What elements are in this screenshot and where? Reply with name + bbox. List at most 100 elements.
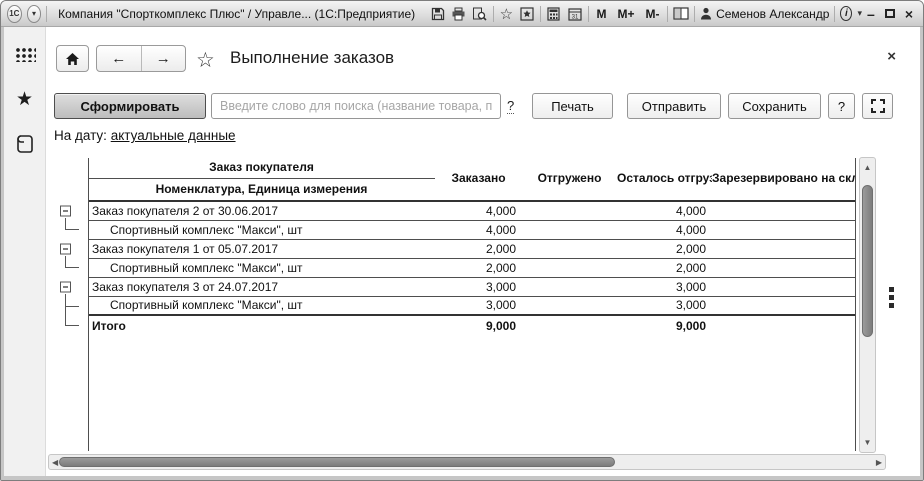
horizontal-scrollbar-thumb[interactable] [59,457,615,467]
print-icon[interactable] [451,5,467,23]
table-row-group[interactable]: Заказ покупателя 2 от 30.06.2017 4,000 4… [55,201,856,221]
info-icon[interactable]: i [840,6,853,21]
cell-order-name[interactable]: Заказ покупателя 2 от 30.06.2017 [88,201,435,221]
calculator-icon[interactable] [546,5,562,23]
cell-shipped[interactable] [522,258,617,278]
cell-shipped[interactable] [522,239,617,259]
cell-shipped[interactable] [522,201,617,221]
cell-reserved[interactable] [712,277,856,297]
divider [667,5,669,22]
cell-reserved[interactable] [712,220,856,240]
search-help-link[interactable]: ? [507,98,515,114]
memory-m-minus-button[interactable]: M- [645,6,660,21]
cell-ordered[interactable]: 2,000 [435,239,522,259]
collapse-icon[interactable] [60,205,71,216]
column-header-ordered[interactable]: Заказано [435,158,522,202]
scroll-right-icon[interactable]: ▶ [875,458,882,467]
column-header-group[interactable]: Заказ покупателя Номенклатура, Единица и… [88,158,435,202]
close-form-button[interactable]: × [887,48,896,65]
search-input[interactable] [211,93,501,119]
chevron-down-icon[interactable]: ▾ [857,8,863,18]
cell-remaining[interactable]: 2,000 [617,239,712,259]
scroll-up-icon[interactable]: ▲ [863,163,872,172]
tree-column-divider [88,158,89,451]
current-user[interactable]: Семенов Александр [700,7,829,21]
cell-reserved[interactable] [712,201,856,221]
report-canvas: Заказ покупателя Номенклатура, Единица и… [55,158,856,451]
cell-ordered[interactable]: 2,000 [435,258,522,278]
cell-total-label: Итого [88,314,435,335]
memory-m-plus-button[interactable]: M+ [617,6,635,21]
save-icon[interactable] [430,5,446,23]
split-window-icon[interactable] [673,5,689,23]
date-filter-link[interactable]: актуальные данные [110,128,236,143]
minimize-button[interactable]: – [867,5,875,22]
generate-button[interactable]: Сформировать [54,93,206,119]
cell-shipped[interactable] [522,277,617,297]
app-logo-icon[interactable]: 1С [7,4,22,23]
horizontal-scrollbar[interactable]: ◀ ▶ [48,454,886,470]
save-button[interactable]: Сохранить [728,93,821,119]
add-to-favorites-star-icon[interactable]: ☆ [196,49,215,72]
cell-ordered[interactable]: 4,000 [435,220,522,240]
calendar-icon[interactable]: 31 [567,5,583,23]
collapse-icon[interactable] [60,243,71,254]
cell-ordered[interactable]: 3,000 [435,277,522,297]
cell-item-name[interactable]: Спортивный комплекс "Макси", шт [88,220,435,240]
back-button[interactable]: ← [97,46,142,71]
cell-remaining[interactable]: 4,000 [617,220,712,240]
column-header-remaining[interactable]: Осталось отгрузить [617,158,712,202]
home-icon [66,52,79,65]
cell-reserved[interactable] [712,258,856,278]
help-button[interactable]: ? [828,93,855,119]
favorites-icon[interactable] [519,5,535,23]
table-row-total[interactable]: Итого 9,000 9,000 [55,314,856,335]
more-actions-menu[interactable] [889,287,895,309]
favorites-sidebar-icon[interactable]: ★ [15,88,34,110]
date-filter-label: На дату: [54,128,107,143]
table-row-group[interactable]: Заказ покупателя 1 от 05.07.2017 2,000 2… [55,239,856,259]
user-icon [701,7,712,20]
table-row-item[interactable]: Спортивный комплекс "Макси", шт 2,000 2,… [55,258,856,278]
column-header-shipped[interactable]: Отгружено [522,158,617,202]
collapse-icon[interactable] [60,281,71,292]
titlebar: 1С ▾ Компания "Спорткомплекс Плюс" / Упр… [1,1,923,27]
history-icon[interactable] [12,131,38,157]
cell-ordered[interactable]: 3,000 [435,296,522,316]
window-title: Компания "Спорткомплекс Плюс" / Управле.… [58,6,416,21]
cell-remaining[interactable]: 3,000 [617,296,712,316]
cell-reserved[interactable] [712,296,856,316]
table-row-item[interactable]: Спортивный комплекс "Макси", шт 3,000 3,… [55,296,856,316]
main-menu-dropdown[interactable]: ▾ [26,4,42,23]
home-button[interactable] [56,45,89,72]
add-favorite-icon[interactable]: ☆ [499,5,514,23]
cell-ordered[interactable]: 4,000 [435,201,522,221]
memory-m-button[interactable]: M [596,6,607,21]
cell-item-name[interactable]: Спортивный комплекс "Макси", шт [88,258,435,278]
cell-order-name[interactable]: Заказ покупателя 3 от 24.07.2017 [88,277,435,297]
vertical-scrollbar-thumb[interactable] [862,185,873,337]
maximize-button[interactable] [884,9,895,18]
cell-remaining[interactable]: 2,000 [617,258,712,278]
cell-remaining[interactable]: 3,000 [617,277,712,297]
table-row-item[interactable]: Спортивный комплекс "Макси", шт 4,000 4,… [55,220,856,240]
scroll-down-icon[interactable]: ▼ [863,438,872,447]
table-row-group[interactable]: Заказ покупателя 3 от 24.07.2017 3,000 3… [55,277,856,297]
cell-reserved[interactable] [712,239,856,259]
cell-item-name[interactable]: Спортивный комплекс "Макси", шт [88,296,435,316]
forward-button[interactable]: → [155,50,171,67]
print-button[interactable]: Печать [532,93,613,119]
cell-shipped[interactable] [522,220,617,240]
close-window-button[interactable]: × [904,5,913,22]
fullscreen-icon [870,99,885,113]
column-header-reserved[interactable]: Зарезервировано на складе [712,158,856,202]
scroll-left-icon[interactable]: ◀ [52,458,59,467]
fullscreen-button[interactable] [862,93,893,119]
cell-order-name[interactable]: Заказ покупателя 1 от 05.07.2017 [88,239,435,259]
send-button[interactable]: Отправить [627,93,721,119]
cell-shipped[interactable] [522,296,617,316]
sections-menu-icon[interactable] [12,41,38,67]
vertical-scrollbar[interactable]: ▲ ▼ [859,157,876,453]
print-preview-icon[interactable] [472,5,488,23]
cell-remaining[interactable]: 4,000 [617,201,712,221]
